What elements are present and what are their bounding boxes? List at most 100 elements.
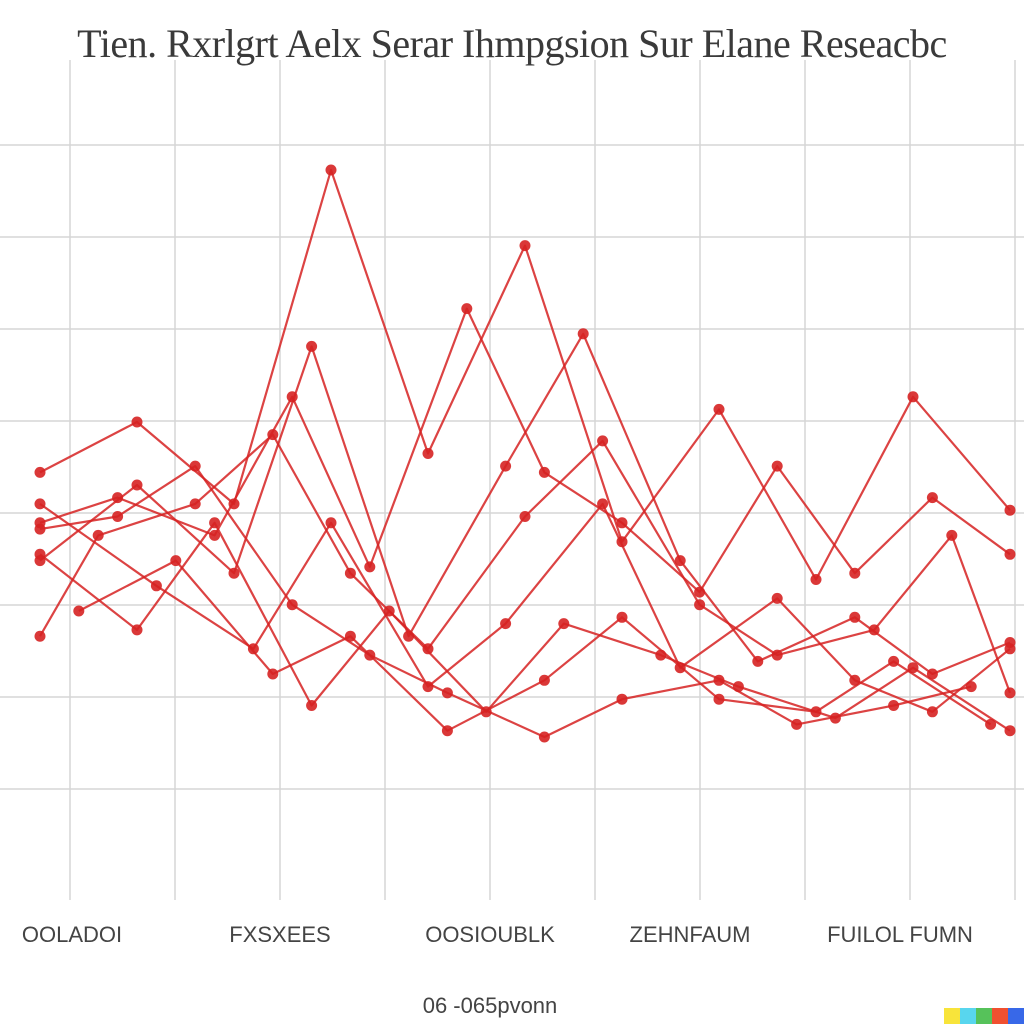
series-line	[39, 465, 972, 739]
corner-swatch-yellow	[944, 1008, 960, 1024]
x-tick-label: FXSXEES	[229, 922, 330, 947]
series-7	[34, 460, 977, 743]
data-point	[538, 466, 550, 478]
data-point	[228, 567, 240, 579]
data-point	[810, 574, 822, 585]
data-point	[616, 517, 628, 529]
data-point	[713, 693, 725, 705]
data-point	[441, 725, 453, 737]
data-point	[383, 605, 395, 617]
x-tick-label: FUILOL FUMN	[827, 922, 973, 947]
x-axis-label: 06 -065pvonn	[423, 993, 558, 1018]
series-line	[39, 332, 1011, 676]
x-tick-label: OOLADOI	[22, 922, 122, 947]
data-point	[189, 460, 201, 472]
data-point	[461, 303, 473, 315]
series-4	[34, 429, 1016, 699]
data-point	[1004, 725, 1016, 737]
chart-title: Tien. Rxrlgrt Aelx Serar Ihmpgsion Sur E…	[77, 21, 947, 66]
data-point	[597, 435, 609, 447]
data-point	[112, 511, 124, 522]
data-point	[73, 605, 85, 617]
data-point	[926, 706, 938, 718]
data-point	[538, 674, 550, 686]
data-point	[131, 416, 143, 428]
data-point	[849, 674, 861, 686]
data-point	[888, 700, 900, 711]
data-point	[267, 668, 279, 680]
data-point	[170, 555, 182, 567]
data-point	[34, 466, 46, 478]
data-point	[1004, 504, 1016, 516]
data-point	[441, 687, 453, 699]
data-point	[965, 681, 977, 693]
data-point	[616, 611, 628, 623]
data-point	[422, 448, 434, 459]
data-point	[849, 611, 861, 623]
data-point	[92, 529, 104, 541]
data-point	[209, 529, 221, 541]
data-point	[946, 529, 958, 541]
data-point	[907, 662, 919, 674]
data-point	[674, 555, 686, 567]
data-point	[34, 523, 46, 535]
data-point	[713, 674, 725, 686]
corner-swatch-red	[992, 1008, 1008, 1024]
data-point	[771, 649, 783, 661]
data-point	[519, 511, 531, 522]
data-point	[112, 492, 124, 504]
data-point	[926, 668, 938, 680]
corner-swatch-cyan	[960, 1008, 976, 1024]
series-line	[39, 307, 1011, 594]
data-point	[888, 655, 900, 667]
corner-swatch-blue	[1008, 1008, 1024, 1024]
series-line	[39, 502, 1011, 713]
data-point	[752, 655, 764, 667]
data-point	[849, 567, 861, 579]
series-line	[39, 521, 1011, 732]
corner-color-mark	[944, 1008, 1024, 1024]
data-point	[422, 643, 434, 655]
data-point	[1004, 548, 1016, 560]
series-8	[73, 555, 997, 737]
data-point	[500, 460, 512, 472]
data-point	[1004, 643, 1016, 655]
data-point	[364, 561, 376, 573]
data-point	[713, 403, 725, 415]
corner-swatch-green	[976, 1008, 992, 1024]
data-point	[558, 618, 570, 630]
data-point	[597, 498, 609, 510]
data-point	[616, 693, 628, 705]
data-point	[34, 548, 46, 560]
x-tick-label: OOSIOUBLK	[425, 922, 555, 947]
data-point	[519, 240, 531, 252]
data-point	[907, 391, 919, 403]
series-5	[34, 498, 1016, 718]
series-2	[34, 303, 1016, 598]
data-point	[267, 429, 279, 441]
data-point	[209, 517, 221, 529]
data-point	[500, 618, 512, 630]
data-point	[306, 700, 318, 711]
data-point	[868, 624, 880, 636]
data-point	[694, 599, 706, 611]
data-point	[344, 567, 356, 579]
data-point	[131, 624, 143, 636]
data-point	[538, 731, 550, 743]
data-point	[189, 498, 201, 510]
data-point	[325, 164, 337, 176]
x-axis-ticks: OOLADOI FXSXEES OOSIOUBLK ZEHNFAUM FUILOL FU…	[22, 922, 973, 947]
data-point	[926, 492, 938, 504]
data-point	[286, 599, 298, 611]
data-point	[306, 340, 318, 352]
data-point	[325, 517, 337, 529]
data-point	[791, 718, 803, 730]
grid	[0, 60, 1024, 900]
data-point	[34, 630, 46, 642]
data-point	[150, 580, 162, 592]
data-point	[771, 460, 783, 472]
data-point	[247, 643, 259, 655]
data-point	[577, 328, 589, 340]
data-point	[985, 718, 997, 730]
